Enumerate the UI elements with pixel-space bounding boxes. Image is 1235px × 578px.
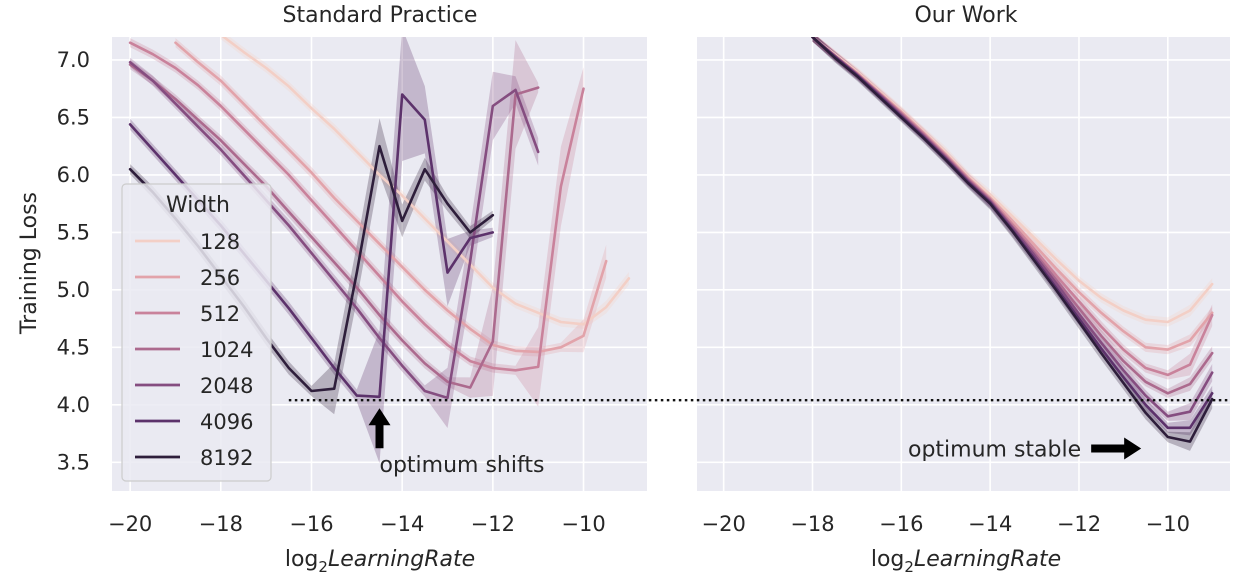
x-tick-label: −14 bbox=[968, 512, 1012, 536]
series-lines-right bbox=[811, 37, 1214, 443]
x-axis-label-left-sub: 2 bbox=[318, 558, 328, 576]
x-tick-label: −14 bbox=[380, 512, 424, 536]
legend-box bbox=[121, 183, 272, 482]
x-tick-label: −18 bbox=[790, 512, 834, 536]
y-tick-label: 6.5 bbox=[57, 105, 90, 129]
legend-items: 128 256 512 1024 2048 4096 8192 bbox=[135, 230, 253, 470]
legend-label-8192: 8192 bbox=[200, 446, 253, 470]
legend-label-2048: 2048 bbox=[200, 374, 253, 398]
annotation-optimum-shifts: optimum shifts bbox=[368, 408, 545, 478]
tick-labels-right: −20 −18 −16 −14 −12 −10 bbox=[701, 512, 1189, 536]
x-tick-label: −16 bbox=[879, 512, 923, 536]
series-band-128 bbox=[812, 37, 1213, 327]
series-line-8192 bbox=[811, 37, 1214, 443]
series-line-512 bbox=[128, 41, 585, 372]
y-tick-label: 5.5 bbox=[57, 220, 90, 244]
plot-area-right bbox=[697, 37, 1230, 491]
x-axis-label-right-sub: 2 bbox=[904, 558, 914, 576]
y-tick-label: 4.5 bbox=[57, 335, 90, 359]
y-axis-label: Training Loss bbox=[17, 192, 42, 335]
x-tick-label: −12 bbox=[1057, 512, 1101, 536]
legend-label-512: 512 bbox=[200, 302, 240, 326]
y-tick-label: 6.0 bbox=[57, 163, 90, 187]
panel-our-work: −20 −18 −16 −14 −12 −10 Our Work bbox=[697, 3, 1230, 536]
x-axis-label-right-main: LearningRate bbox=[914, 547, 1061, 572]
x-tick-label: −10 bbox=[1146, 512, 1190, 536]
y-tick-label: 7.0 bbox=[57, 48, 90, 72]
legend: Width 128 256 512 1024 2048 4096 8192 bbox=[121, 183, 272, 482]
series-line-128 bbox=[221, 37, 631, 326]
x-axis-label-right: log2LearningRate bbox=[871, 547, 1061, 576]
x-axis-label-left-main: LearningRate bbox=[328, 547, 475, 572]
x-tick-label: −18 bbox=[199, 512, 243, 536]
y-tick-label: 5.0 bbox=[57, 278, 90, 302]
legend-label-128: 128 bbox=[200, 230, 240, 254]
arrow-up-icon bbox=[368, 408, 391, 449]
x-tick-label: −12 bbox=[471, 512, 515, 536]
annotation-optimum-stable-text: optimum stable bbox=[908, 437, 1081, 462]
series-band-4096 bbox=[812, 37, 1213, 436]
x-axis-label-left-prefix: log bbox=[285, 547, 319, 572]
x-axis-label-left: log2LearningRate bbox=[285, 547, 475, 576]
legend-label-4096: 4096 bbox=[200, 410, 253, 434]
legend-title: Width bbox=[166, 193, 230, 218]
x-tick-label: −20 bbox=[108, 512, 152, 536]
series-band-4096 bbox=[130, 37, 493, 464]
y-tick-label: 3.5 bbox=[57, 450, 90, 474]
x-tick-label: −16 bbox=[289, 512, 333, 536]
annotation-optimum-stable: optimum stable bbox=[908, 437, 1142, 462]
panel-title-left: Standard Practice bbox=[283, 3, 478, 28]
x-tick-label: −10 bbox=[561, 512, 605, 536]
legend-label-256: 256 bbox=[200, 266, 240, 290]
x-axis-label-right-prefix: log bbox=[871, 547, 905, 572]
annotation-optimum-shifts-text: optimum shifts bbox=[380, 453, 545, 478]
y-tick-label: 4.0 bbox=[57, 393, 90, 417]
series-line-1024 bbox=[128, 63, 540, 389]
panel-title-right: Our Work bbox=[914, 3, 1017, 28]
arrow-right-icon bbox=[1091, 437, 1142, 460]
tick-labels-left: −20 −18 −16 −14 −12 −10 3.5 4.0 4.5 5.0 5.5 6.0 6.5 7… bbox=[57, 48, 606, 536]
legend-label-1024: 1024 bbox=[200, 338, 253, 362]
x-tick-label: −20 bbox=[701, 512, 745, 536]
series-line-2048 bbox=[128, 60, 540, 400]
